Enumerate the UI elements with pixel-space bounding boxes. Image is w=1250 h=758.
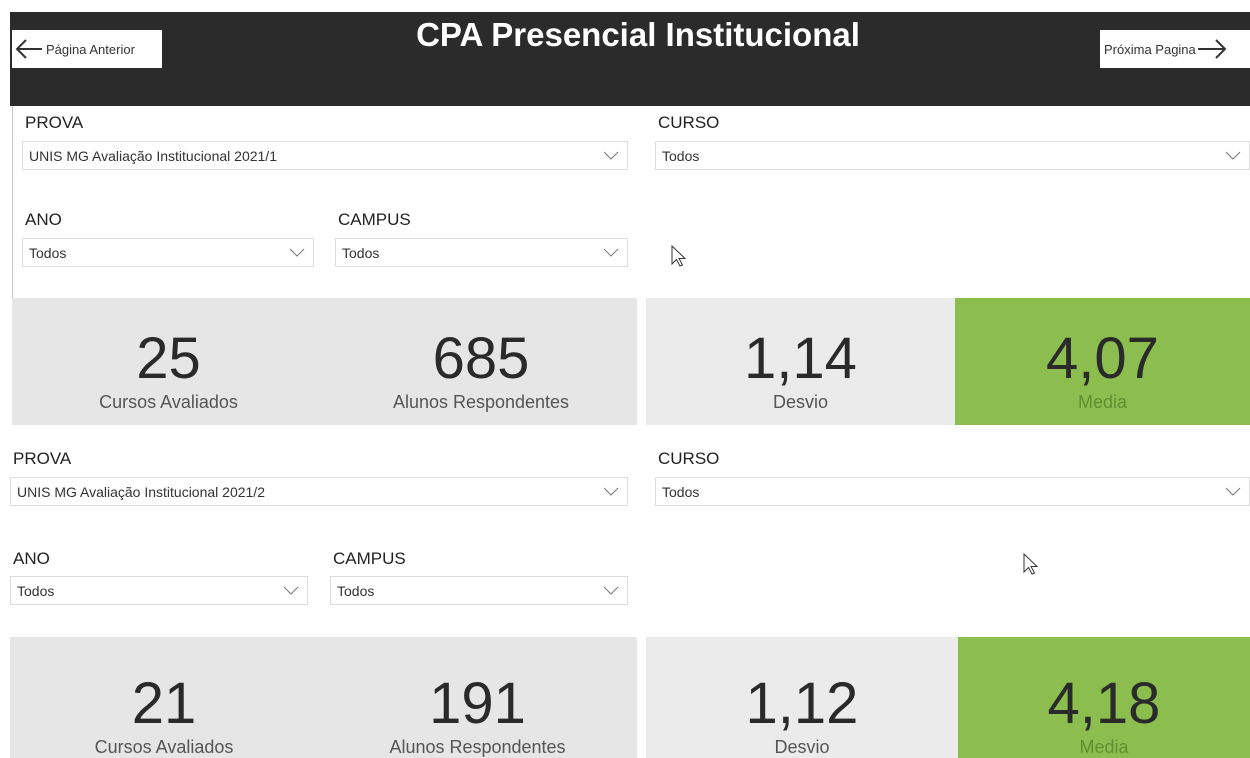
next-arrow [1197,39,1227,59]
dropdown-value: Todos [662,148,700,164]
filter-label: CAMPUS [338,210,411,229]
dropdown-value: Todos [29,245,67,261]
kpi-label: Media [1079,737,1129,757]
dropdown-value: Todos [17,583,55,599]
kpi-card: 1,14 Desvio [646,298,955,425]
dropdown-value: UNIS MG Avaliação Institucional 2021/1 [29,148,277,164]
dropdown[interactable]: Todos [330,576,628,605]
dropdown-value: UNIS MG Avaliação Institucional 2021/2 [17,484,265,500]
kpi-card: 685 Alunos Respondentes [325,298,637,425]
kpi-card: 25 Cursos Avaliados [12,298,325,425]
kpi-value: 685 [432,326,530,391]
filter-label: ANO [13,549,50,568]
kpi-value: 4,18 [1047,671,1161,736]
kpi-card: 21 Cursos Avaliados [10,637,318,758]
dropdown-value: Todos [662,484,700,500]
filter-label: CURSO [658,449,720,468]
kpi-label: Cursos Avaliados [94,737,234,757]
dropdown-value: Todos [342,245,380,261]
back-label: Página Anterior [46,41,135,57]
chevron [603,248,619,257]
dropdown[interactable]: UNIS MG Avaliação Institucional 2021/2 [10,477,628,506]
kpi-label: Desvio [774,737,830,757]
filter-label: CURSO [658,113,720,132]
filter-label: ANO [25,210,62,229]
chevron [1225,151,1241,160]
filter-label: PROVA [13,449,72,468]
header-bar [10,12,1250,106]
dropdown[interactable]: Todos [335,238,628,267]
kpi-value: 191 [429,671,526,736]
back-button[interactable]: Página Anterior [12,30,162,68]
kpi-value: 4,07 [1046,326,1159,391]
chevron [603,586,619,595]
kpi-value: 1,14 [744,326,857,391]
next-label: Próxima Pagina [1104,41,1196,57]
kpi-card: 4,18 Media [958,637,1250,758]
page-title: CPA Presencial Institucional [416,16,860,53]
cursor [1023,552,1038,575]
kpi-card: 191 Alunos Respondentes [318,637,637,758]
dropdown-value: Todos [337,583,375,599]
back-arrow [15,39,42,59]
chevron [283,586,299,595]
kpi-value: 25 [136,326,201,391]
kpi-value: 21 [131,671,197,736]
kpi-value: 1,12 [745,671,859,736]
filter-label: PROVA [25,113,84,132]
kpi-label: Desvio [772,392,829,412]
chevron [289,248,305,257]
chevron [603,487,619,496]
kpi-label: Cursos Avaliados [99,392,238,412]
kpi-card: 4,07 Media [955,298,1250,425]
dropdown[interactable]: UNIS MG Avaliação Institucional 2021/1 [22,141,628,170]
kpi-label: Alunos Respondentes [389,737,566,757]
dropdown[interactable]: Todos [22,238,314,267]
kpi-card: 1,12 Desvio [646,637,958,758]
chevron [1225,487,1241,496]
cursor [671,244,686,267]
dropdown[interactable]: Todos [10,576,308,605]
kpi-label: Media [1077,392,1128,412]
dropdown[interactable]: Todos [655,477,1250,506]
next-button[interactable]: Próxima Pagina [1100,30,1250,68]
filter-label: CAMPUS [333,549,406,568]
chevron [603,151,619,160]
kpi-label: Alunos Respondentes [392,392,570,412]
section-border [12,106,13,425]
dropdown[interactable]: Todos [655,141,1250,170]
